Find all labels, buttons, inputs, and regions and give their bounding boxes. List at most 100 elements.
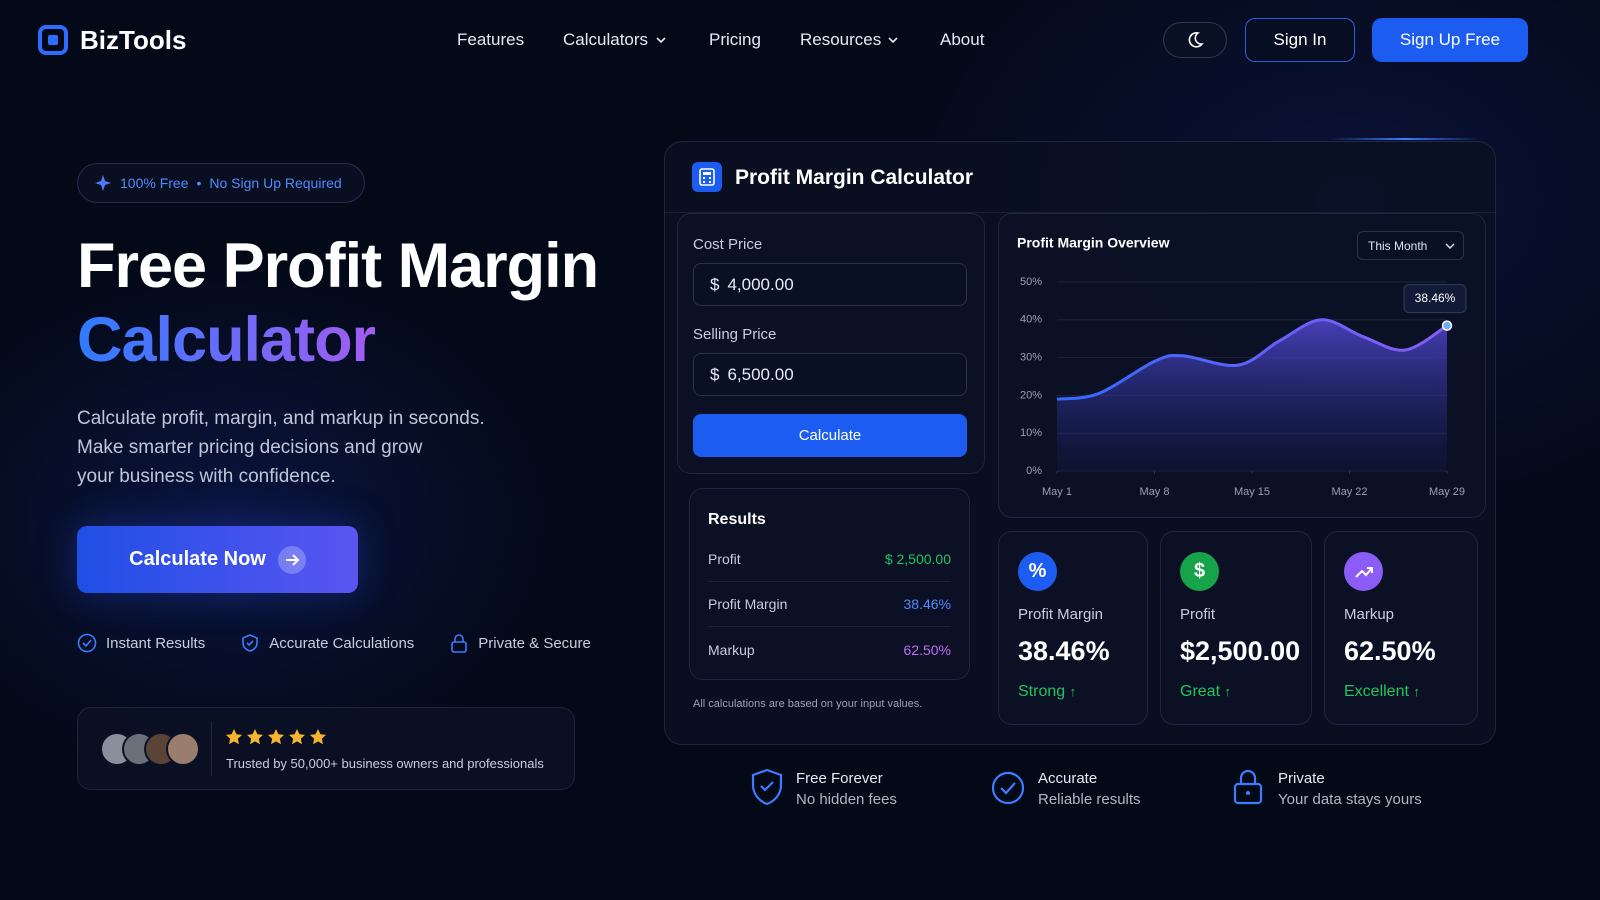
- feature-title: Accurate: [1038, 770, 1098, 787]
- stat-label: Profit Margin: [1018, 606, 1104, 623]
- rating-text: Excellent: [1344, 683, 1409, 700]
- divider: [664, 212, 1496, 213]
- sign-up-button[interactable]: Sign Up Free: [1372, 18, 1528, 62]
- badge-text: No Sign Up Required: [209, 175, 342, 191]
- sign-in-button[interactable]: Sign In: [1245, 18, 1355, 62]
- stat-label: Profit: [1180, 606, 1216, 623]
- selling-label: Selling Price: [693, 326, 777, 343]
- theme-toggle[interactable]: [1163, 22, 1227, 58]
- cta-button[interactable]: Calculate Now: [77, 526, 358, 593]
- badge: 100% Free • No Sign Up Required: [77, 163, 365, 203]
- cost-input[interactable]: $4,000.00: [693, 263, 967, 306]
- chevron: [888, 37, 898, 44]
- nav-link[interactable]: Features: [457, 30, 525, 49]
- lock-icon: [451, 634, 468, 653]
- hero-description: Calculate profit, margin, and markup in …: [77, 404, 485, 491]
- chart-title: Profit Margin Overview: [1017, 235, 1170, 251]
- nav-link[interactable]: Calculators: [563, 30, 649, 49]
- feature-subtitle: No hidden fees: [796, 791, 897, 808]
- calculator-icon: [692, 162, 722, 192]
- feature-title: Private: [1278, 770, 1325, 787]
- currency: $: [710, 274, 720, 294]
- description-line: Calculate profit, margin, and markup in …: [77, 408, 485, 429]
- stat-card: % Profit Margin 38.46% Strong ↑: [998, 531, 1148, 725]
- up-arrow: ↑: [1224, 684, 1231, 699]
- stat-rating: Strong ↑: [1018, 683, 1076, 701]
- shield-icon: [751, 768, 783, 806]
- chart: Profit Margin Overview 0% 10% 20% 30% 40% 50%…: [1017, 235, 1467, 498]
- area: [1057, 319, 1447, 471]
- result-value: 38.46%: [903, 596, 951, 612]
- input-panel: Cost Price $4,000.00 Selling Price $6,50…: [677, 213, 985, 474]
- y-tick-label: 10%: [1020, 427, 1042, 439]
- nav-link[interactable]: About: [940, 30, 985, 49]
- arrow-icon: [277, 545, 306, 574]
- stat-card: Markup 62.50% Excellent ↑: [1324, 531, 1478, 725]
- feature-title: Free Forever: [796, 770, 883, 787]
- trust-text: Trusted by 50,000+ business owners and p…: [226, 756, 544, 771]
- brand[interactable]: BizTools: [80, 25, 187, 55]
- currency: $: [710, 364, 720, 384]
- feature-text: Instant Results: [106, 634, 206, 652]
- x-tick-label: May 1: [1042, 486, 1072, 498]
- cta-text: Calculate Now: [129, 548, 266, 570]
- line: [1056, 318, 1448, 401]
- stars: [226, 729, 326, 745]
- up-arrow: ↑: [1069, 684, 1077, 699]
- results-title: Results: [708, 511, 766, 528]
- feature-text: Private & Secure: [478, 634, 591, 652]
- hero-title: Free Profit Margin: [77, 231, 599, 301]
- feature-text: Accurate Calculations: [269, 634, 415, 652]
- percent-icon: %: [1018, 552, 1057, 591]
- trend-icon: [1344, 552, 1383, 591]
- sparkle-icon: [95, 175, 111, 191]
- cost-label: Cost Price: [693, 236, 763, 253]
- check-icon: [77, 633, 97, 653]
- y-tick-label: 0%: [1026, 465, 1042, 477]
- y-tick-label: 30%: [1020, 352, 1042, 364]
- stat-rating: Excellent ↑: [1344, 683, 1420, 701]
- hero-title-accent: Calculator: [77, 305, 376, 375]
- note: All calculations are based on your input…: [693, 698, 923, 710]
- check-icon: [991, 771, 1025, 805]
- x-tick-label: May 15: [1234, 486, 1270, 498]
- badge-text: 100% Free: [120, 175, 189, 191]
- chevron: [656, 37, 666, 44]
- footer-feature: Accurate Reliable results: [1038, 770, 1141, 808]
- nav-link[interactable]: Pricing: [709, 30, 761, 49]
- point: [1441, 320, 1453, 331]
- description-line: your business with confidence.: [77, 466, 336, 487]
- results-panel: Results Profit $ 2,500.00 Profit Margin 38…: [689, 488, 970, 680]
- result-value: 62.50%: [903, 641, 951, 658]
- calculate-button[interactable]: Calculate: [693, 414, 967, 457]
- x-tick-label: May 8: [1140, 486, 1170, 498]
- shield-icon: [242, 634, 259, 652]
- up-arrow: ↑: [1413, 684, 1420, 699]
- result-value: $ 2,500.00: [884, 551, 951, 567]
- feature-subtitle: Your data stays yours: [1278, 791, 1422, 808]
- period-select[interactable]: This Month: [1357, 231, 1464, 260]
- nav-link[interactable]: Resources: [800, 30, 882, 49]
- stat-card: $ Profit $2,500.00 Great ↑: [1160, 531, 1312, 725]
- stat-value: 38.46%: [1018, 636, 1110, 666]
- selling-input[interactable]: $6,500.00: [693, 353, 967, 396]
- selling-value: 6,500.00: [727, 364, 794, 384]
- result-label: Markup: [708, 641, 755, 658]
- rating-text: Strong: [1018, 683, 1066, 700]
- result-label: Profit Margin: [708, 596, 788, 612]
- stat-value: 62.50%: [1344, 636, 1436, 666]
- x-tick-label: May 29: [1429, 486, 1465, 498]
- footer-feature: Private Your data stays yours: [1278, 770, 1422, 808]
- rating-text: Great: [1180, 683, 1221, 700]
- result-row: Profit $ 2,500.00: [708, 537, 951, 582]
- hero-features: Instant Results Accurate Calculations Pr…: [77, 633, 591, 653]
- period-text: This Month: [1368, 238, 1428, 253]
- glow-line: [1330, 138, 1480, 140]
- dollar-icon: $: [1180, 552, 1219, 591]
- separator: •: [196, 175, 202, 191]
- calc-glyph: [699, 168, 715, 186]
- y-tick-label: 50%: [1020, 276, 1042, 288]
- tooltip-label: 38.46%: [1415, 291, 1456, 305]
- x-tick-label: May 22: [1331, 486, 1367, 498]
